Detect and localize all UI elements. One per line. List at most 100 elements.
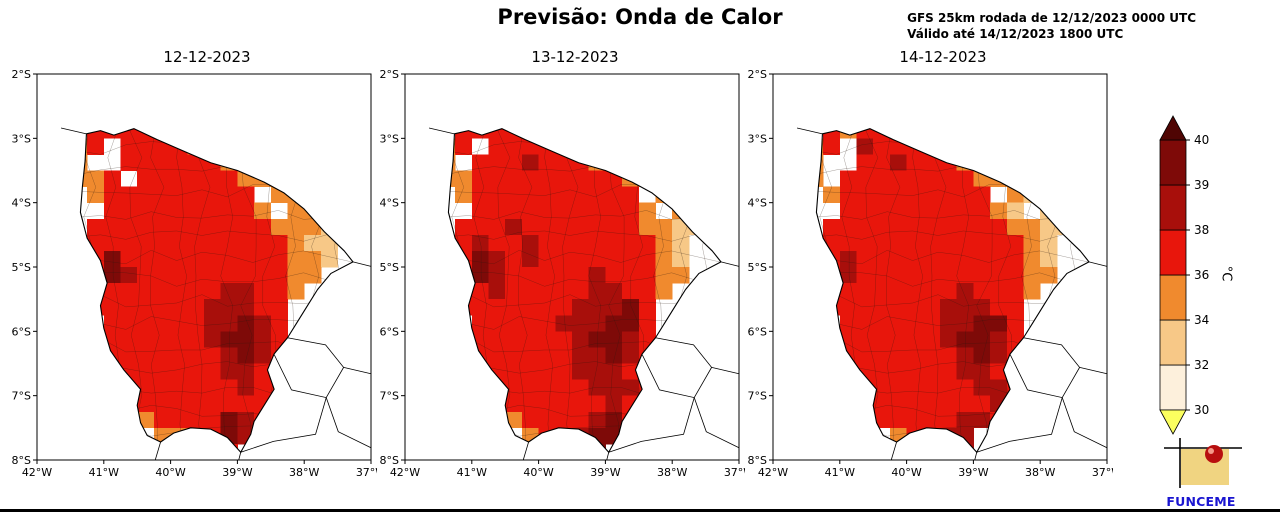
heat-cell [220,331,238,348]
heat-cell [605,331,623,348]
heat-cell [555,315,573,332]
heat-cell [588,170,606,187]
heat-cell [555,347,573,364]
heat-cell [906,234,924,252]
heat-cell [622,250,640,268]
heat-cell [856,315,874,332]
heat-cell [923,411,941,429]
heat-cell [923,315,941,332]
y-tick-label: 2°S [748,70,767,81]
y-tick-label: 7°S [12,390,31,403]
heat-cell [856,202,874,220]
heat-cell [204,138,222,155]
heat-cell [270,299,288,316]
heat-cell [622,202,640,220]
logo-sphere [1205,445,1223,463]
heat-cell [956,202,974,220]
colorbar-segment [1159,319,1187,366]
heat-cell [873,315,891,332]
heat-cell [220,170,238,187]
heat-cell [555,331,573,348]
heat-cell [137,267,155,284]
heat-cell [488,218,506,236]
heat-cell [488,186,506,204]
heat-cell [940,283,958,300]
heat-cell [605,267,623,284]
heat-cell [873,154,891,171]
heat-cell [856,138,874,155]
heat-cell [153,186,172,204]
x-tick-label: 37°W [1092,466,1113,479]
heat-cell [220,315,238,332]
heat-cell [873,379,891,397]
heat-cell [521,299,540,316]
heat-cell [538,250,556,268]
heat-cell [153,331,172,348]
heat-cell [488,234,506,252]
colorbar-tick-label: 34 [1194,313,1209,327]
heat-cell [270,170,288,187]
heat-cell [973,218,991,236]
heat-cell [237,202,255,220]
heat-cell [103,299,121,316]
heat-cell [1006,234,1024,252]
heat-cells-layer [448,128,707,453]
heat-cell [839,128,857,139]
colorbar-segment [1159,139,1187,186]
heat-cell [521,315,540,332]
heat-cell [287,283,305,300]
heat-cell [839,218,857,236]
model-run-line1: GFS 25km rodada de 12/12/2023 0000 UTC [907,11,1196,25]
heat-cell [505,395,523,413]
heat-cell [220,267,238,284]
heat-cell [187,138,205,155]
heat-cell [572,363,590,380]
heat-cell [137,138,155,155]
heat-cell [940,331,958,348]
heat-cell [204,411,222,429]
heat-cell [940,347,958,364]
heat-cell [588,299,606,316]
heat-cell [455,138,473,155]
heat-cell [990,202,1008,220]
heat-cell [923,299,941,316]
heat-cell [672,218,690,236]
heat-cell [120,202,138,220]
heat-cell [956,267,974,284]
heat-cell [521,234,540,252]
heat-cell [572,315,590,332]
heat-cell [538,379,556,397]
heat-cell [672,234,690,252]
heat-cell [137,154,155,171]
colorbar-segment [1159,229,1187,276]
heat-cell [555,170,573,187]
y-tick-label: 3°S [12,132,31,145]
heat-cell [103,128,121,139]
heat-cell [839,331,857,348]
heat-cell [120,331,138,348]
heat-cell [304,218,322,236]
heat-cell [153,138,172,155]
heat-cell [103,170,121,187]
heat-cell [856,283,874,300]
colorbar-segment [1159,274,1187,321]
heat-cell [1006,395,1024,413]
heat-cell [170,299,188,316]
heat-cell [254,283,272,300]
heat-cell [254,299,272,316]
heat-cell [956,363,974,380]
heat-cell [103,315,121,332]
heat-cell [287,218,305,236]
x-tick-label: 40°W [155,466,185,479]
model-run-line2: Válido até 14/12/2023 1800 UTC [907,26,1124,41]
heat-cell [940,250,958,268]
heat-cell [220,347,238,364]
heat-cell [153,299,172,316]
heat-cell [605,347,623,364]
heat-cell [816,170,824,187]
heat-cell [990,218,1008,236]
heat-cell [839,250,857,268]
heat-cell [471,154,489,171]
heat-cell [572,443,590,453]
heat-cell [237,315,255,332]
